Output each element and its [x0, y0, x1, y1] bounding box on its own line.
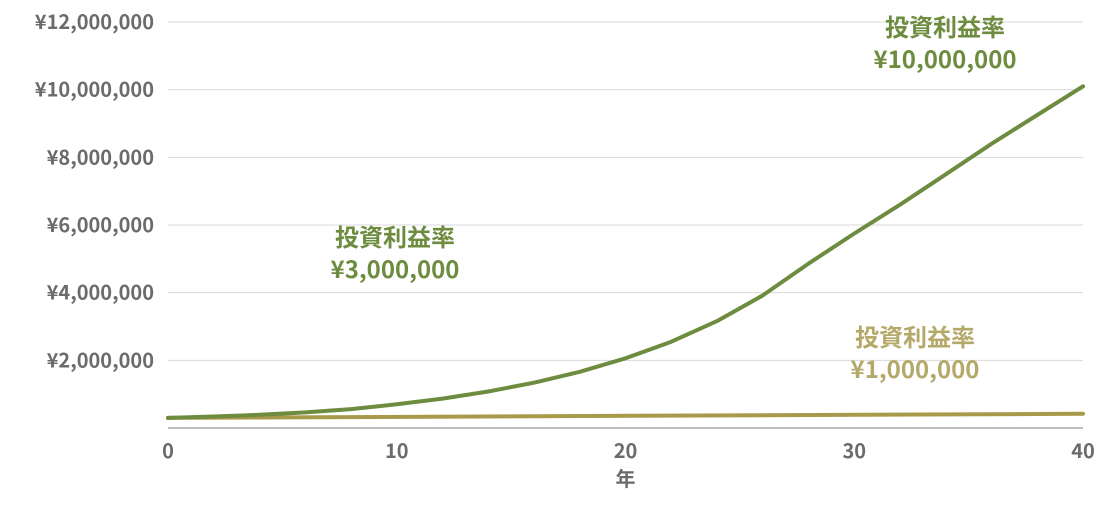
- x-tick-label: 40: [1071, 435, 1095, 464]
- annotation-title: 投資利益率: [790, 320, 1040, 352]
- x-tick-label: 30: [842, 435, 866, 464]
- y-tick-label: ¥6,000,000: [47, 209, 154, 238]
- annotation-low: 投資利益率 ¥1,000,000: [790, 320, 1040, 385]
- annotation-top: 投資利益率 ¥10,000,000: [820, 10, 1070, 75]
- y-tick-label: ¥10,000,000: [35, 74, 154, 103]
- x-tick-label: 20: [614, 435, 638, 464]
- annotation-mid: 投資利益率 ¥3,000,000: [270, 220, 520, 285]
- chart-container: ¥2,000,000 ¥4,000,000 ¥6,000,000 ¥8,000,000…: [0, 0, 1116, 506]
- annotation-title: 投資利益率: [270, 220, 520, 252]
- annotation-title: 投資利益率: [820, 10, 1070, 42]
- x-tick-label: 0: [162, 435, 174, 464]
- annotation-value: ¥3,000,000: [270, 252, 520, 284]
- chart-background: [0, 0, 1116, 506]
- y-tick-label: ¥8,000,000: [47, 141, 154, 170]
- y-tick-label: ¥2,000,000: [47, 344, 154, 373]
- x-tick-label: 10: [385, 435, 409, 464]
- x-axis-label: 年: [616, 463, 636, 492]
- annotation-value: ¥1,000,000: [790, 352, 1040, 384]
- line-chart: ¥2,000,000 ¥4,000,000 ¥6,000,000 ¥8,000,000…: [0, 0, 1116, 506]
- y-tick-label: ¥12,000,000: [35, 6, 154, 35]
- y-tick-label: ¥4,000,000: [47, 277, 154, 306]
- annotation-value: ¥10,000,000: [820, 42, 1070, 74]
